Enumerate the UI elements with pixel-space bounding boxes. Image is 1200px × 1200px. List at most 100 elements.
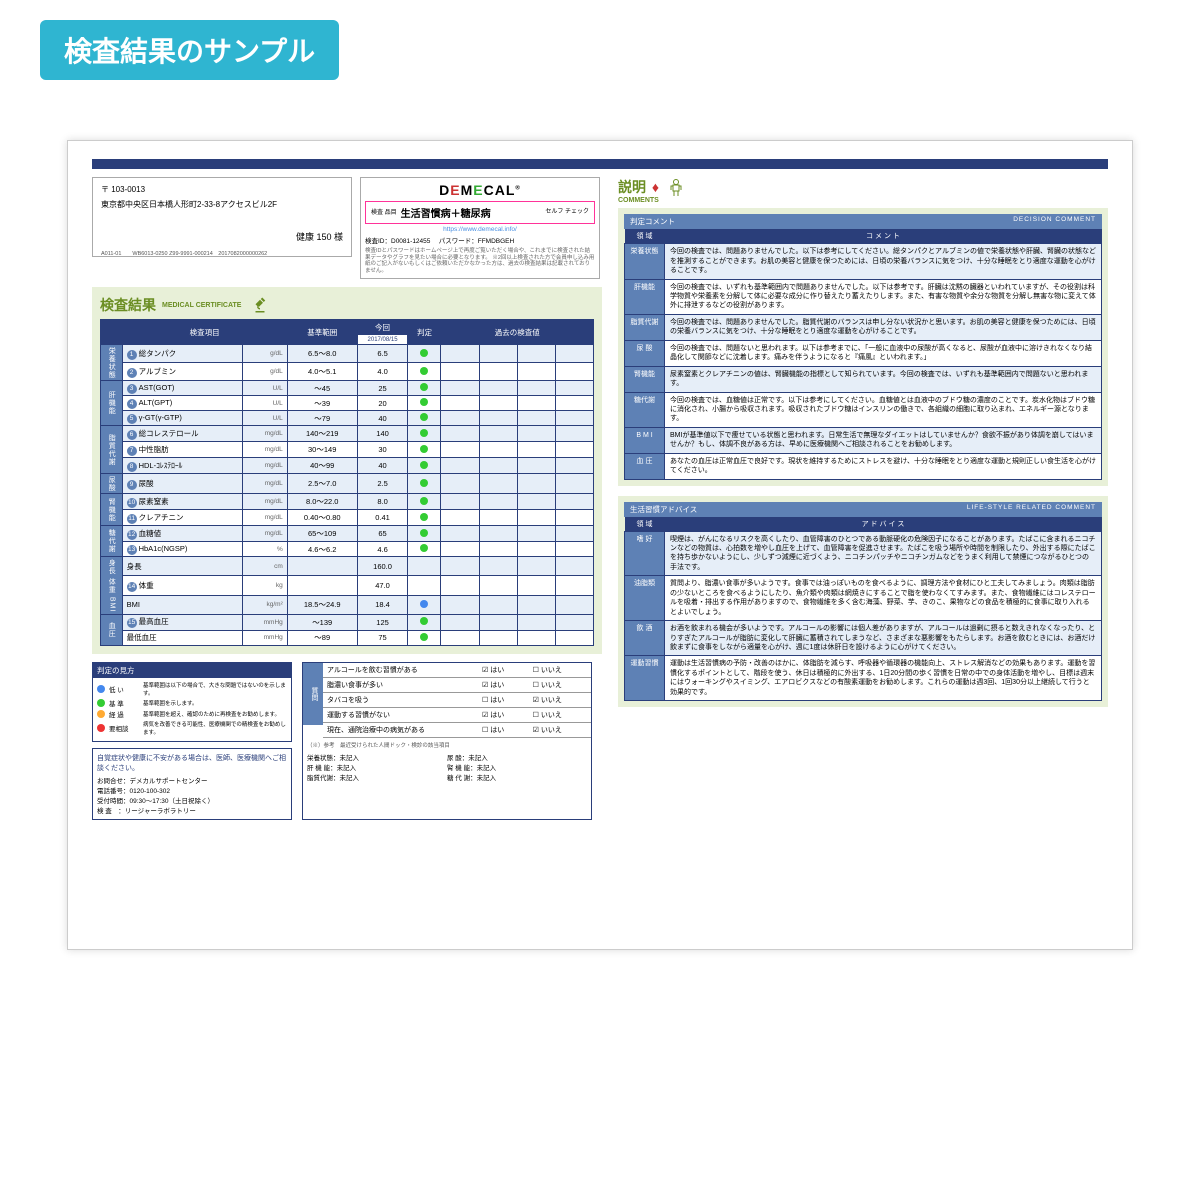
contact-line: お問合せ：デメカルサポートセンター <box>97 775 287 785</box>
judgement-dot <box>408 630 441 645</box>
judgement-dot <box>408 458 441 474</box>
judgement-dot <box>408 526 441 542</box>
item-unit: mg/dL <box>243 510 287 526</box>
reference-range: 30～149 <box>287 442 357 458</box>
item-unit: mg/dL <box>243 494 287 510</box>
decision-row: 血 圧あなたの血圧は正常血圧で良好です。現状を維持するためにストレスを避け、十分… <box>625 453 1102 479</box>
test-title-box: 検査 品目 生活習慣病＋糖尿病 セルフ チェック <box>365 201 595 224</box>
category-cell: 糖代謝 <box>101 526 123 557</box>
item-name: 5γ-GT(γ-GTP) <box>122 411 243 426</box>
reference-range: ～39 <box>287 396 357 411</box>
item-name: 7中性脂肪 <box>122 442 243 458</box>
judgement-dot <box>408 426 441 442</box>
results-table: 検査項目 基準範囲 今回 判定 過去の検査値 2017/08/15栄養状態1総タ… <box>100 319 594 645</box>
reference-range: 40～99 <box>287 458 357 474</box>
microscope-icon <box>251 296 269 314</box>
reference-range: 4.6～6.2 <box>287 542 357 557</box>
item-name: BMI <box>122 596 243 615</box>
reference-range <box>287 557 357 576</box>
decision-panel: 判定コメントDECISION COMMENT 領 域コ メ ン ト栄養状態今回の… <box>618 208 1108 485</box>
current-value: 30 <box>357 442 408 458</box>
result-row: 13HbA1c(NGSP)%4.6～6.24.6 <box>101 542 594 557</box>
judgement-dot <box>408 474 441 494</box>
item-unit: mmHg <box>243 630 287 645</box>
advice-panel: 生活習慣アドバイスLIFE-STYLE RELATED COMMENT 領 域ア… <box>618 496 1108 708</box>
test-title: 生活習慣病＋糖尿病 <box>401 205 491 220</box>
judgement-dot <box>408 614 441 630</box>
item-name: 11クレアチニン <box>122 510 243 526</box>
reference-range: 8.0～22.0 <box>287 494 357 510</box>
result-row: 血圧15最高血圧mmHg～139125 <box>101 614 594 630</box>
current-value: 160.0 <box>357 557 408 576</box>
judgement-dot <box>408 363 441 381</box>
reference-range: ～45 <box>287 381 357 396</box>
document-sheet: 〒 103-0013 東京都中央区日本橋人形町2-33-8アクセスビル2F 健康… <box>67 140 1133 950</box>
top-stripe <box>92 159 1108 169</box>
judgement-dot <box>408 345 441 363</box>
current-value: 25 <box>357 381 408 396</box>
comments-title: 説明 ♦ COMMENTS <box>618 177 1108 204</box>
recipient-name: 健康 150 様 <box>101 230 343 243</box>
reference-range: ～89 <box>287 630 357 645</box>
result-row: 2アルブミンg/dL4.0～5.14.0 <box>101 363 594 381</box>
result-row: 11クレアチニンmg/dL0.40～0.800.41 <box>101 510 594 526</box>
result-row: 最低血圧mmHg～8975 <box>101 630 594 645</box>
reference-range: 4.0～5.1 <box>287 363 357 381</box>
current-value: 4.0 <box>357 363 408 381</box>
question-table: アルコールを飲む習慣がある☑ はい☐ いいえ脂濃い食事が多い☑ はい☐ いいえタ… <box>323 663 591 738</box>
test-label: 検査 品目 <box>371 210 397 216</box>
reference-range: 140～219 <box>287 426 357 442</box>
legend-row: 基 準基準範囲を示します。 <box>97 698 287 708</box>
decision-row: B M IBMIが基準値以下で痩せている状態と思われます。日常生活で無理なダイエ… <box>625 427 1102 453</box>
result-row: 身長 体重 BMI身長cm160.0 <box>101 557 594 576</box>
current-value: 125 <box>357 614 408 630</box>
judgement-dot <box>408 381 441 396</box>
reference-range <box>287 576 357 596</box>
item-unit: mg/dL <box>243 458 287 474</box>
current-value: 4.6 <box>357 542 408 557</box>
current-value: 2.5 <box>357 474 408 494</box>
decision-row: 肝機能今回の検査では、いずれも基準範囲内で問題ありませんでした。以下は参考です。… <box>625 279 1102 314</box>
advice-row: 運動習慣運動は生活習慣病の予防・改善のほかに、体脂肪を減らす、呼吸器や循環器の機… <box>625 656 1102 701</box>
category-cell: 身長 体重 BMI <box>101 557 123 614</box>
item-name: 10尿素窒素 <box>122 494 243 510</box>
item-name: 4ALT(GPT) <box>122 396 243 411</box>
decision-row: 尿 酸今回の検査では、問題ないと思われます。以下は参考までに、「一般に血液中の尿… <box>625 340 1102 366</box>
result-row: 4ALT(GPT)U/L～3920 <box>101 396 594 411</box>
item-unit: cm <box>243 557 287 576</box>
current-value: 18.4 <box>357 596 408 615</box>
decision-header: 判定コメントDECISION COMMENT <box>624 214 1102 229</box>
category-cell: 肝機能 <box>101 381 123 426</box>
results-panel: 検査結果 MEDICAL CERTIFICATE 検査項目 基準範囲 今回 判定… <box>92 287 602 653</box>
judgement-dot <box>408 557 441 576</box>
item-unit: mg/dL <box>243 474 287 494</box>
advice-row: 飲 酒お酒を飲まれる機会が多いようです。アルコールの影響には個人差がありますが、… <box>625 621 1102 656</box>
legend-box: 判定の見方 低 い基準範囲は以下の場合で、大きな問題ではないのを示します。基 準… <box>92 662 292 742</box>
qgrid-cell: 栄養状態：未記入 <box>307 752 447 762</box>
item-name: 2アルブミン <box>122 363 243 381</box>
current-value: 47.0 <box>357 576 408 596</box>
legend-row: 経 過基準範囲を超え、確認のために再検査をお勧めします。 <box>97 709 287 719</box>
question-row: 運動する習慣がない☑ はい☐ いいえ <box>323 707 591 722</box>
judgement-dot <box>408 442 441 458</box>
reference-range: ～79 <box>287 411 357 426</box>
result-row: 14体重kg47.0 <box>101 576 594 596</box>
contact-line: 受付時間：09:30～17:30（土日祝除く） <box>97 795 287 805</box>
item-unit: U/L <box>243 381 287 396</box>
decision-table: 領 域コ メ ン ト栄養状態今回の検査では、問題ありませんでした。以下は参考にし… <box>624 229 1102 479</box>
judgement-dot <box>408 542 441 557</box>
item-name: 9尿酸 <box>122 474 243 494</box>
item-unit: U/L <box>243 396 287 411</box>
qgrid-cell: 糖 代 謝：未記入 <box>447 772 587 782</box>
demecal-logo: DEMECAL® <box>365 182 595 198</box>
category-cell: 脂質代謝 <box>101 426 123 474</box>
category-cell: 血圧 <box>101 614 123 645</box>
decision-row: 栄養状態今回の検査では、問題ありませんでした。以下は参考にしてください。総タンパ… <box>625 244 1102 279</box>
current-value: 40 <box>357 411 408 426</box>
contact-line: 電話番号：0120-100-302 <box>97 785 287 795</box>
reference-range: 18.5～24.9 <box>287 596 357 615</box>
test-credentials: 検査ID：D0081-12455 パスワード：FFMDBGEH <box>365 235 595 245</box>
item-unit: g/dL <box>243 363 287 381</box>
demecal-box: DEMECAL® 検査 品目 生活習慣病＋糖尿病 セルフ チェック https:… <box>360 177 600 279</box>
current-value: 0.41 <box>357 510 408 526</box>
